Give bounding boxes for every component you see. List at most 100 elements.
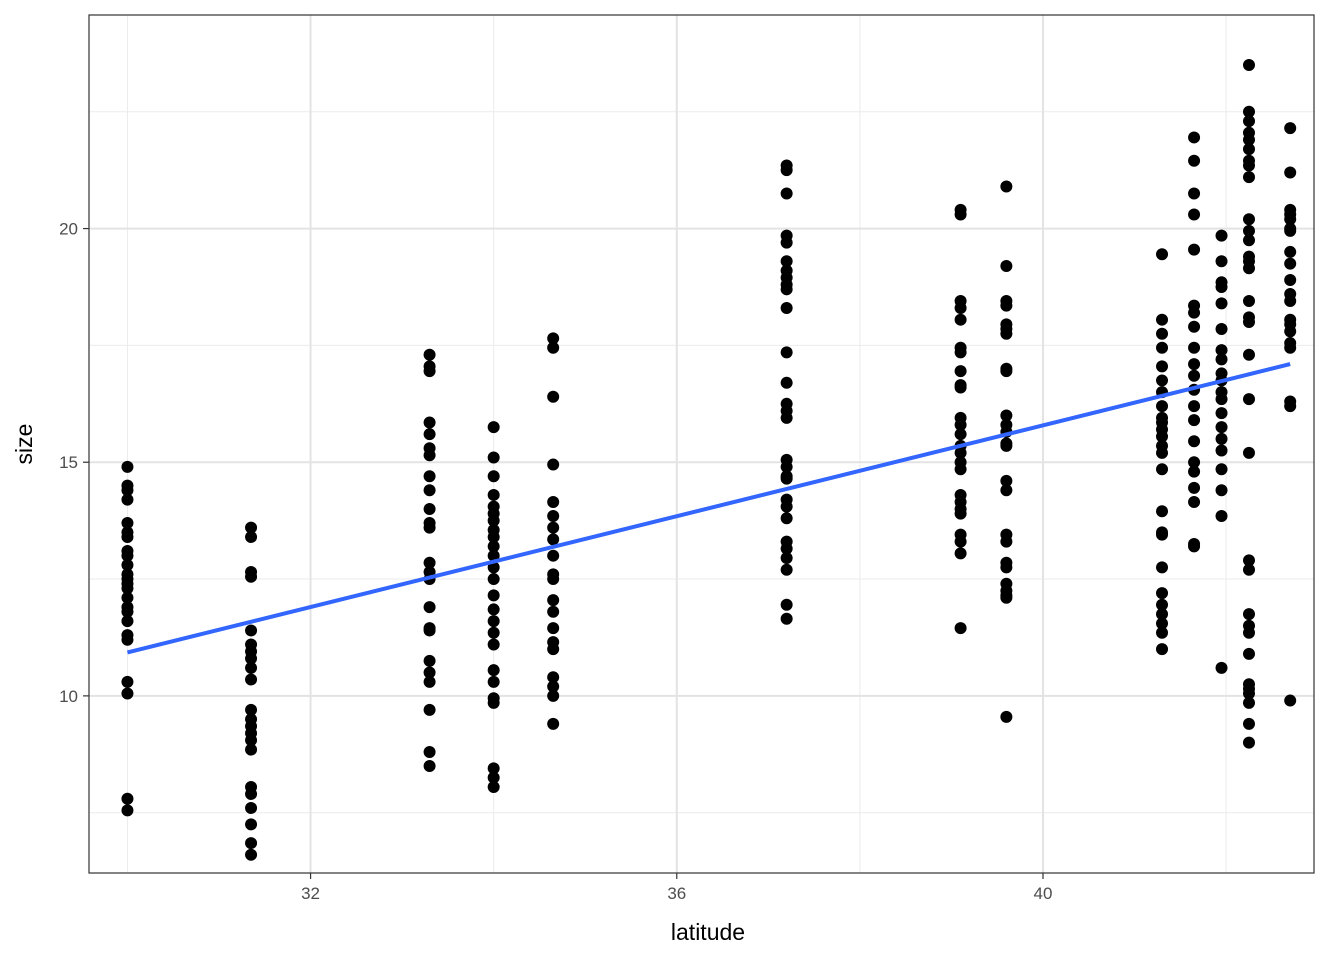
data-point xyxy=(547,390,560,403)
data-point xyxy=(423,601,436,614)
data-point xyxy=(1156,505,1169,518)
data-point xyxy=(1284,273,1297,286)
data-point xyxy=(487,771,500,784)
data-point xyxy=(1215,393,1228,406)
data-point xyxy=(1188,358,1201,371)
data-point xyxy=(547,549,560,562)
data-point xyxy=(1156,626,1169,639)
data-point xyxy=(1000,439,1013,452)
data-point xyxy=(1284,245,1297,258)
data-point xyxy=(121,493,134,506)
data-point xyxy=(121,582,134,595)
data-point xyxy=(1188,465,1201,478)
data-point xyxy=(1156,327,1169,340)
y-tick-label: 10 xyxy=(59,687,78,706)
data-point xyxy=(423,428,436,441)
y-tick-label: 15 xyxy=(59,453,78,472)
data-point xyxy=(1242,213,1255,226)
data-point xyxy=(487,421,500,434)
data-point xyxy=(954,381,967,394)
data-point xyxy=(1242,717,1255,730)
data-point xyxy=(1242,115,1255,128)
data-point xyxy=(245,802,258,815)
data-point xyxy=(1242,234,1255,247)
data-point xyxy=(1242,696,1255,709)
data-point xyxy=(1215,407,1228,420)
data-point xyxy=(245,521,258,534)
data-point xyxy=(1156,463,1169,476)
data-point xyxy=(1284,341,1297,354)
data-point xyxy=(1284,325,1297,338)
y-axis-ticks: 10 15 20 xyxy=(59,220,89,706)
data-point xyxy=(1215,484,1228,497)
data-point xyxy=(1284,257,1297,270)
data-point xyxy=(1242,143,1255,156)
data-point xyxy=(954,365,967,378)
data-point xyxy=(1188,208,1201,221)
data-point xyxy=(121,687,134,700)
data-point xyxy=(1242,133,1255,146)
data-point xyxy=(245,624,258,637)
data-point xyxy=(780,346,793,359)
data-point xyxy=(1000,535,1013,548)
data-point xyxy=(780,598,793,611)
x-axis-ticks: 32 36 40 xyxy=(301,873,1052,903)
data-point xyxy=(1215,255,1228,268)
data-point xyxy=(954,547,967,560)
data-point xyxy=(1188,414,1201,427)
data-point xyxy=(1188,456,1201,469)
data-point xyxy=(487,615,500,628)
data-point xyxy=(1000,180,1013,193)
data-point xyxy=(780,612,793,625)
data-point xyxy=(423,745,436,758)
data-point xyxy=(1215,353,1228,366)
data-point xyxy=(1242,295,1255,307)
data-point xyxy=(487,470,500,483)
data-point xyxy=(121,615,134,628)
data-point xyxy=(423,703,436,716)
data-point xyxy=(1215,463,1228,476)
data-point xyxy=(121,530,134,543)
data-point xyxy=(954,313,967,326)
data-point xyxy=(121,559,134,572)
data-points xyxy=(121,59,1297,861)
data-point xyxy=(423,449,436,462)
data-point xyxy=(780,460,793,473)
data-point xyxy=(1242,687,1255,700)
data-point xyxy=(487,675,500,688)
data-point xyxy=(245,743,258,756)
data-point xyxy=(1188,495,1201,508)
data-point xyxy=(1242,224,1255,237)
data-point xyxy=(1188,243,1201,256)
data-point xyxy=(954,446,967,459)
data-point xyxy=(547,643,560,656)
data-point xyxy=(487,514,500,527)
data-point xyxy=(487,664,500,677)
data-point xyxy=(1215,323,1228,336)
data-point xyxy=(423,348,436,361)
data-point xyxy=(547,458,560,471)
data-point xyxy=(547,533,560,546)
data-point xyxy=(121,460,134,473)
data-point xyxy=(423,502,436,515)
data-point xyxy=(121,804,134,817)
x-tick-label: 32 xyxy=(301,884,320,903)
data-point xyxy=(1242,316,1255,329)
trend-line xyxy=(126,362,1291,655)
data-point xyxy=(423,470,436,483)
data-point xyxy=(547,689,560,702)
data-point xyxy=(121,633,134,646)
data-point xyxy=(1215,297,1228,310)
data-point xyxy=(954,463,967,476)
data-point xyxy=(423,675,436,688)
data-point xyxy=(780,302,793,315)
data-point xyxy=(1215,444,1228,457)
data-point xyxy=(780,376,793,389)
data-point xyxy=(487,762,500,775)
data-point xyxy=(1242,393,1255,406)
data-point xyxy=(487,696,500,709)
y-tick-label: 20 xyxy=(59,220,78,239)
data-point xyxy=(487,488,500,501)
data-point xyxy=(1000,365,1013,378)
data-point xyxy=(1284,166,1297,179)
